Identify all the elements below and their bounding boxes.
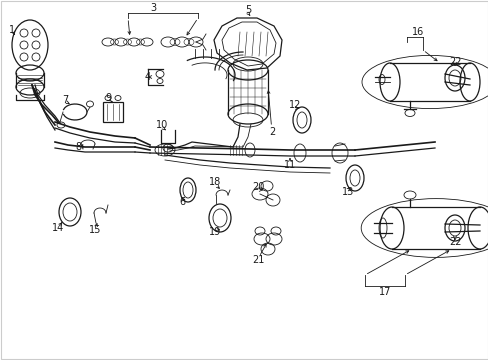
Text: 15: 15 <box>89 225 101 235</box>
Text: 11: 11 <box>284 160 296 170</box>
Text: 19: 19 <box>208 227 221 237</box>
Text: 13: 13 <box>341 187 353 197</box>
Text: 6: 6 <box>179 197 184 207</box>
Text: 1: 1 <box>9 25 15 35</box>
Text: 9: 9 <box>105 93 111 103</box>
Text: 16: 16 <box>411 27 423 37</box>
Text: 18: 18 <box>208 177 221 187</box>
Text: 21: 21 <box>251 255 264 265</box>
Text: 8: 8 <box>75 142 81 152</box>
Bar <box>103 102 123 122</box>
Text: 10: 10 <box>156 120 168 130</box>
Text: 5: 5 <box>244 5 251 15</box>
Text: 7: 7 <box>62 95 68 105</box>
Text: 4: 4 <box>144 72 151 82</box>
Text: 3: 3 <box>150 3 156 13</box>
Text: 12: 12 <box>288 100 301 110</box>
Text: 14: 14 <box>52 223 64 233</box>
Text: 17: 17 <box>378 287 390 297</box>
Text: 22: 22 <box>448 57 460 67</box>
Text: 2: 2 <box>268 127 275 137</box>
Text: 20: 20 <box>251 182 264 192</box>
Text: 22: 22 <box>448 237 460 247</box>
